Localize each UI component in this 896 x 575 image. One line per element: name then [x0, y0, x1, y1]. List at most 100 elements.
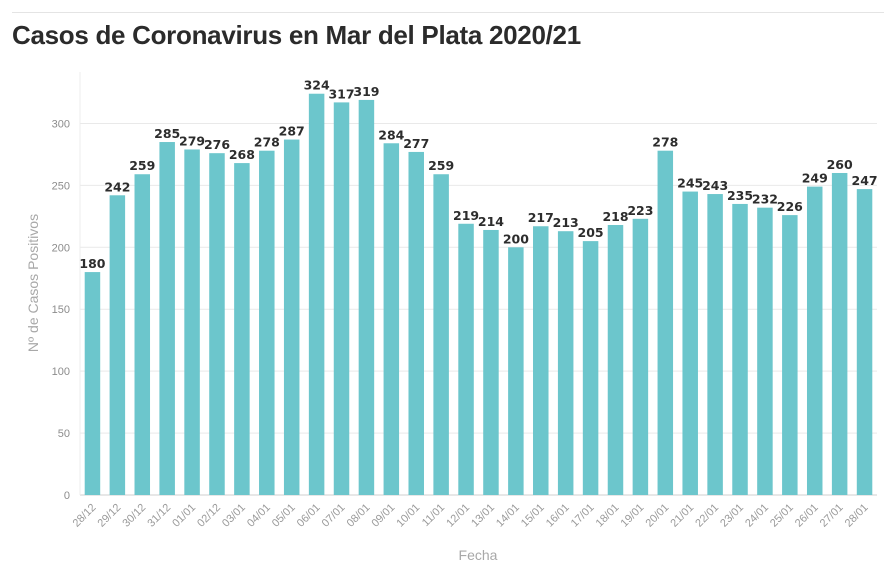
bar: [582, 241, 599, 495]
bar: [433, 174, 449, 495]
data-label: 324: [304, 78, 330, 93]
data-label: 226: [777, 199, 803, 214]
x-tick-label: 20/01: [643, 502, 671, 530]
data-label: 287: [279, 124, 305, 139]
x-tick-label: 30/12: [120, 502, 148, 530]
x-tick-label: 24/01: [743, 502, 771, 530]
data-label: 223: [627, 203, 653, 218]
data-label: 259: [428, 158, 454, 173]
x-tick-label: 01/01: [170, 502, 198, 530]
bar: [508, 247, 524, 495]
bar: [134, 174, 151, 495]
x-tick-label: 15/01: [519, 502, 547, 530]
y-tick-label: 50: [58, 428, 70, 440]
bar: [682, 191, 698, 495]
bar: [358, 99, 375, 495]
data-label: 317: [328, 86, 354, 101]
bar: [657, 150, 674, 495]
x-tick-label: 23/01: [718, 502, 746, 530]
x-tick-label: 31/12: [145, 502, 173, 530]
data-label: 259: [129, 158, 155, 173]
x-tick-label: 11/01: [420, 502, 447, 529]
y-tick-label: 100: [52, 366, 70, 378]
x-tick-label: 04/01: [245, 502, 273, 530]
data-label: 278: [652, 135, 678, 150]
bar: [458, 223, 474, 495]
data-label: 277: [403, 136, 429, 151]
x-tick-label: 25/01: [768, 502, 796, 530]
x-tick-label: 05/01: [270, 502, 298, 530]
x-tick-label: 27/01: [818, 502, 846, 530]
data-label: 217: [528, 210, 554, 225]
data-label: 213: [553, 215, 579, 230]
bar: [806, 186, 823, 495]
bar: [831, 172, 848, 496]
data-label: 276: [204, 137, 230, 152]
bars: [84, 93, 873, 496]
data-label: 180: [79, 256, 105, 271]
data-labels: 1802422592852792762682782873243173192842…: [79, 78, 877, 271]
x-tick-label: 16/01: [544, 502, 572, 530]
data-label: 279: [179, 133, 205, 148]
x-tick-label: 07/01: [320, 502, 348, 530]
bar: [84, 272, 101, 495]
y-tick-label: 200: [52, 242, 70, 254]
data-label: 247: [852, 173, 878, 188]
bar: [333, 102, 350, 495]
bar: [757, 207, 773, 495]
data-label: 214: [478, 214, 504, 229]
x-axis-title: Fecha: [459, 547, 498, 563]
y-tick-label: 0: [64, 490, 70, 502]
x-tick-label: 12/01: [444, 502, 472, 530]
x-tick-label: 29/12: [96, 502, 124, 530]
x-tick-label: 26/01: [793, 502, 821, 530]
x-tick-label: 22/01: [693, 502, 721, 530]
x-tick-label: 10/01: [394, 502, 422, 530]
x-tick-label: 18/01: [594, 502, 622, 530]
data-label: 245: [677, 176, 703, 191]
y-axis-title: Nº de Casos Positivos: [25, 214, 41, 352]
x-tick-label: 17/01: [569, 502, 597, 530]
bar: [607, 225, 624, 495]
y-tick-label: 250: [52, 180, 70, 192]
data-label: 219: [453, 208, 479, 223]
bar: [209, 153, 225, 495]
y-tick-label: 300: [52, 118, 70, 130]
data-label: 285: [154, 126, 180, 141]
data-label: 278: [254, 135, 280, 150]
bar: [782, 215, 798, 495]
chart-title: Casos de Coronavirus en Mar del Plata 20…: [12, 20, 581, 50]
bar: [234, 163, 250, 495]
top-divider: [12, 12, 884, 13]
x-tick-label: 28/12: [71, 502, 99, 530]
bar: [109, 195, 126, 495]
bar: [308, 93, 325, 495]
bar: [184, 149, 200, 495]
bar: [557, 231, 574, 495]
x-tick-label: 28/01: [843, 502, 871, 530]
x-tick-label: 19/01: [619, 502, 647, 530]
bar: [259, 150, 275, 495]
bar: [159, 142, 175, 495]
data-label: 232: [752, 192, 778, 207]
x-tick-label: 03/01: [220, 502, 248, 530]
bar: [533, 226, 549, 496]
data-label: 284: [378, 127, 404, 142]
bar: [283, 139, 300, 495]
data-label: 242: [104, 179, 130, 194]
data-label: 205: [578, 225, 604, 240]
bar: [856, 189, 873, 495]
data-label: 268: [229, 147, 255, 162]
y-tick-label: 150: [52, 304, 70, 316]
bar: [383, 143, 400, 496]
data-label: 200: [503, 231, 529, 246]
x-tick-label: 06/01: [295, 502, 323, 530]
y-axis-ticks: 0 50 100 150 200 250 300: [52, 118, 70, 502]
x-tick-label: 08/01: [345, 502, 373, 530]
data-label: 249: [802, 171, 828, 186]
x-tick-label: 02/12: [195, 502, 223, 530]
data-label: 260: [827, 157, 853, 172]
bar: [707, 194, 723, 495]
data-label: 319: [353, 84, 379, 99]
